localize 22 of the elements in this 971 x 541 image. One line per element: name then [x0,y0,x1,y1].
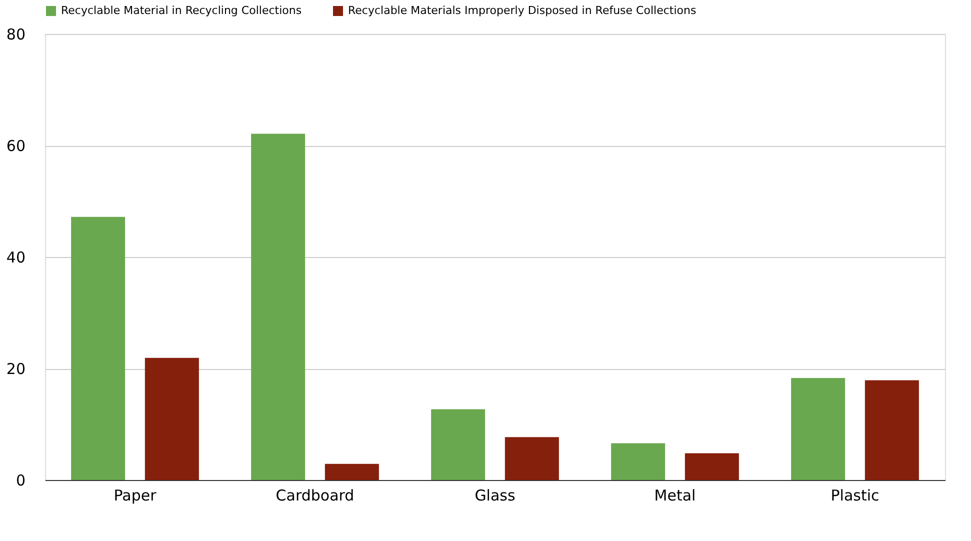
legend-label: Recyclable Materials Improperly Disposed in Refuse Collections [348,4,696,17]
bar [144,358,199,480]
bar [791,378,846,480]
x-tick-label: Plastic [830,486,880,504]
y-tick-label: 20 [6,360,26,378]
x-tick-label: Glass [474,486,516,504]
bar [251,134,306,480]
y-tick-label: 60 [6,137,26,155]
bar [684,453,739,480]
bar [611,443,666,480]
bar [504,437,559,480]
bar [431,409,486,480]
y-tick-label: 40 [6,248,26,266]
legend-label: Recyclable Material in Recycling Collections [61,4,302,17]
bar [71,216,126,480]
y-tick-label: 80 [6,26,26,44]
x-tick-label: Metal [654,486,696,504]
y-tick-label: 0 [16,472,26,490]
x-tick-label: Cardboard [276,486,354,504]
bar [864,380,919,480]
x-tick-label: Paper [114,486,158,504]
bar [324,464,379,480]
